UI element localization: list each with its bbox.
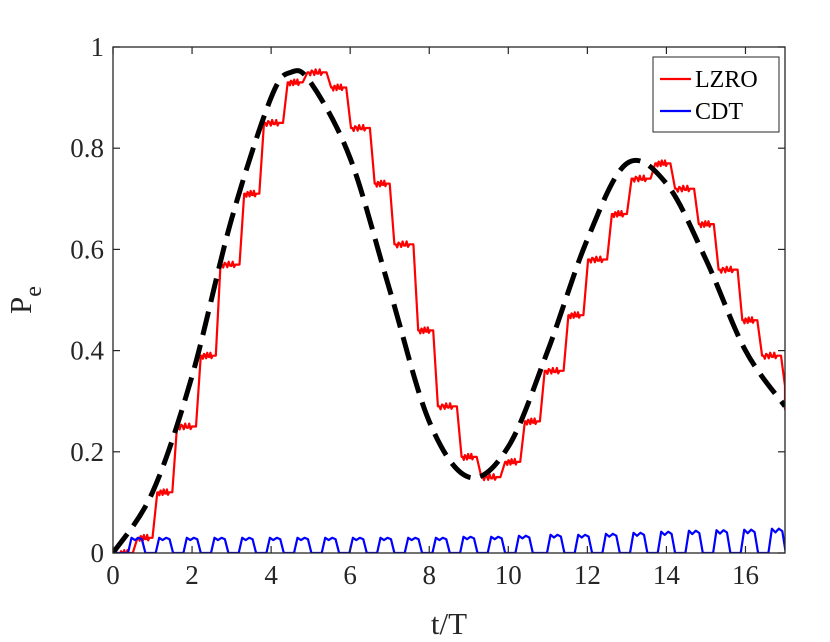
x-axis-label: t/T	[431, 606, 467, 641]
y-tick-label: 0.2	[70, 437, 104, 467]
axes-box	[112, 46, 786, 554]
legend-label: CDT	[695, 99, 743, 125]
x-tick-label: 2	[185, 560, 199, 590]
y-axis-label-subscript: e	[21, 286, 47, 297]
x-tick-label: 16	[732, 560, 759, 590]
y-axis-label: Pe	[3, 286, 47, 314]
series-envelope-dashed-line	[113, 68, 785, 553]
x-tick-label: 12	[574, 560, 601, 590]
axes: 0 2 4 6 8 10 12 14 16 0 0.2 0.4 0.6 0.8 1	[70, 32, 786, 590]
x-tick-label: 0	[106, 560, 120, 590]
x-tick-label: 8	[422, 560, 436, 590]
x-tick-label: 10	[495, 560, 522, 590]
series-lzro-line	[113, 68, 785, 553]
svg-text:Pe: Pe	[3, 286, 47, 314]
x-tick-label: 4	[264, 560, 278, 590]
y-tick-label: 0.6	[70, 234, 104, 264]
y-axis-label-main: P	[3, 297, 38, 314]
y-tick-label: 1	[91, 32, 105, 62]
x-tick-label: 6	[343, 560, 357, 590]
y-tick-label: 0.8	[70, 133, 104, 163]
legend-label: LZRO	[695, 67, 758, 93]
x-tick-label: 14	[653, 560, 681, 590]
y-tick-label: 0.4	[70, 336, 104, 366]
legend-box	[652, 56, 780, 133]
legend: LZRO CDT	[652, 56, 780, 133]
y-tick-label: 0	[91, 538, 105, 568]
plot-series	[113, 68, 785, 553]
plot-area	[113, 68, 785, 553]
